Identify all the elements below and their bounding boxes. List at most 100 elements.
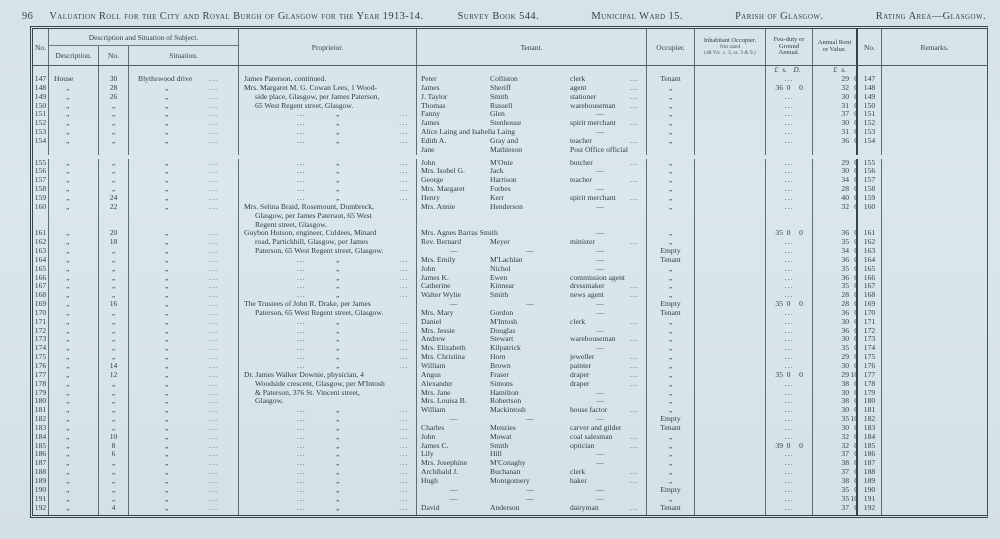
tenant-occupation: — [596,201,604,211]
ditto-mark: „ [336,343,340,353]
row-number: 178 [33,379,49,389]
row-number-right [858,145,882,155]
row-number: 167 [33,282,49,292]
table-row: 156 „ „ „...... „... Mrs. Isobel G. Jack — „... 3… [33,166,987,177]
row-number-right: 171 [858,317,882,327]
street-number: „ [99,397,129,407]
annual-rent: 35 0 [813,237,858,248]
remarks [882,486,987,495]
inhabitant-occupier [695,136,766,146]
proprietor-text: Paterson, 65 West Regent street, Glasgow… [255,307,384,317]
rent-pounds: 30 [841,387,849,397]
tenant: Mrs. Louisa B. Robertson — [417,397,647,407]
dots: ... [784,467,794,477]
dots: ... [297,440,306,450]
dots: ... [297,175,306,185]
occupier: „ [647,361,695,371]
row-number: 176 [33,361,49,371]
filler-cell [858,512,882,515]
annual-rent: 36 0 [813,273,858,283]
tenant-occupation: draper [570,378,590,388]
dots: ... [399,484,408,494]
ditto-mark: „ [336,157,340,167]
proprietor: ... „... [239,167,417,177]
feu-duty: ... [766,136,813,146]
remarks [882,433,987,442]
ditto-mark: „ [336,272,340,282]
tenant: Alice Laing and Isabella Laing — [417,127,647,137]
dots: ... [399,449,408,459]
inhabitant-occupier [695,397,766,407]
tenant-surname: Mowat [490,431,512,441]
rent-pounds: 32 [841,431,849,441]
tenant-forename: Daniel [421,316,442,326]
table-row: 186 „ 6 „...... „... Lily Hill — „... 37 0 186 [33,449,987,460]
header-inhabitant-line3: (48 Vic. c. 3, ss. 3 & 9.) [704,50,756,56]
remarks [882,229,987,238]
row-number-right: 177 [858,370,882,380]
tenant-occupation: — [596,484,604,494]
tenant-surname: M'Lachlan [490,254,523,264]
tenant-occupation: optician [570,440,595,450]
proprietor: side place, Glasgow, per James Paterson, [239,92,417,102]
tenant-forename: — [449,414,458,424]
proprietor: road, Partickhill, Glasgow, per James [239,237,417,248]
rent-shillings: 0 [854,431,858,441]
rent-pounds: 34 [841,246,849,256]
dots: ... [784,118,794,128]
tenant: Rev. Bernard Meyer minister... [417,237,647,248]
dots: ... [784,272,794,282]
annual-rent [813,211,858,221]
feu-pounds: 35 [775,299,783,309]
situation: „... [129,361,239,371]
rent-shillings: 10 [850,414,858,424]
remarks [882,309,987,318]
rent-pounds: 32 [841,201,849,211]
feu-duty: ... [766,127,813,137]
ditto-mark: „ [336,484,340,494]
remarks [882,176,987,185]
tenant: Mrs. Annie Henderson — [417,201,647,212]
inhabitant-occupier [695,388,766,398]
table-row: 150 „ „ „... 65 West Regent street, Glasgow.… [33,101,987,111]
situation: „... [129,441,239,451]
situation: „... [129,503,239,513]
tenant-forename: Mrs. Margaret [421,184,465,194]
remarks [882,221,987,230]
description: „ [49,228,99,239]
situation-text: „ [165,414,169,424]
ditto-mark: „ [336,440,340,450]
tenant-occupation: news agent [570,290,604,300]
tenant-forename: James [421,82,440,92]
row-number-right: 151 [858,110,882,120]
dots: ... [209,201,218,211]
remarks [882,495,987,504]
proprietor: ... „... [239,432,417,442]
feu-duty: ... [766,405,813,416]
annual-rent: 38 0 [813,379,858,389]
situation: „... [129,82,239,93]
description [49,145,99,155]
dots: ... [784,307,794,317]
feu-duty: ... [766,450,813,460]
feu-duty: 36 0 0 [766,83,813,93]
street-number: „ [99,476,129,486]
annual-rent: 28 0 [813,184,858,194]
remarks [882,146,987,155]
annual-rent: 38 0 [813,458,858,469]
occupier: „ [647,494,695,504]
row-number-right: 192 [858,503,882,513]
rent-shillings: 0 [854,405,858,415]
proprietor: Regent street, Glasgow. [239,220,417,230]
occupier: „ [647,467,695,477]
description: „ [49,388,99,398]
tenant-occupation: — [596,387,604,397]
feu-money-units: £ s. D. [766,66,813,75]
feu-duty: ... [766,282,813,292]
dots: ... [209,82,218,92]
row-number [33,145,49,155]
rent-pounds: 29 [841,352,849,362]
row-number: 185 [33,441,49,451]
description: „ [49,397,99,407]
dots: ... [209,192,218,202]
